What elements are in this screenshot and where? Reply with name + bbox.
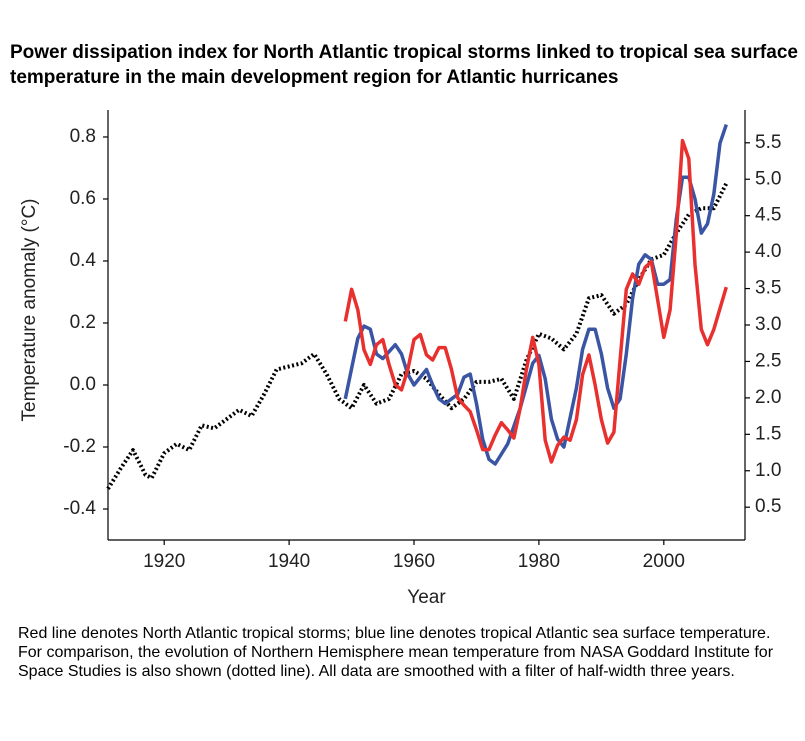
chart-title: Power dissipation index for North Atlant… bbox=[10, 42, 798, 88]
x-tick-label: 1920 bbox=[143, 551, 185, 572]
y2-tick-label: 4.0 bbox=[755, 241, 781, 262]
x-tick-label: 1940 bbox=[268, 551, 310, 572]
series-line bbox=[106, 182, 729, 490]
y2-tick-label: 2.0 bbox=[755, 387, 781, 408]
y2-tick-label: 2.5 bbox=[755, 350, 781, 371]
y2-tick-label: 1.0 bbox=[755, 460, 781, 481]
series-line bbox=[343, 124, 728, 466]
y2-tick-label: 5.0 bbox=[755, 168, 781, 189]
y2-tick-label: 3.0 bbox=[755, 314, 781, 335]
caption: Red line denotes North Atlantic tropical… bbox=[18, 625, 774, 680]
y-tick-label: 0.0 bbox=[70, 374, 96, 395]
y-tick-label: -0.4 bbox=[63, 498, 96, 519]
y-axis-label: Temperature anomaly (°C) bbox=[19, 198, 40, 421]
y-tick-label: 0.4 bbox=[70, 250, 97, 271]
x-tick-label: 1960 bbox=[393, 551, 435, 572]
chart: -0.4 -0.2 0.0 0.2 0.4 0.6 0.8 0.5 1.0 1.5 2.0 2.5 3.… bbox=[19, 110, 781, 608]
x-tick-label: 2000 bbox=[643, 551, 685, 572]
y2-tick-label: 5.5 bbox=[755, 132, 781, 153]
y2-tick-label: 3.5 bbox=[755, 278, 781, 299]
y-tick-label: -0.2 bbox=[63, 436, 96, 457]
y-tick-label: 0.8 bbox=[70, 126, 96, 147]
y2-tick-label: 1.5 bbox=[755, 423, 781, 444]
y-tick-label: 0.2 bbox=[70, 312, 96, 333]
x-tick-label: 1980 bbox=[518, 551, 560, 572]
y-tick-label: 0.6 bbox=[70, 188, 96, 209]
y2-tick-label: 4.5 bbox=[755, 205, 781, 226]
y2-tick-label: 0.5 bbox=[755, 496, 781, 517]
series-line bbox=[343, 138, 728, 464]
x-axis-label: Year bbox=[407, 587, 446, 608]
